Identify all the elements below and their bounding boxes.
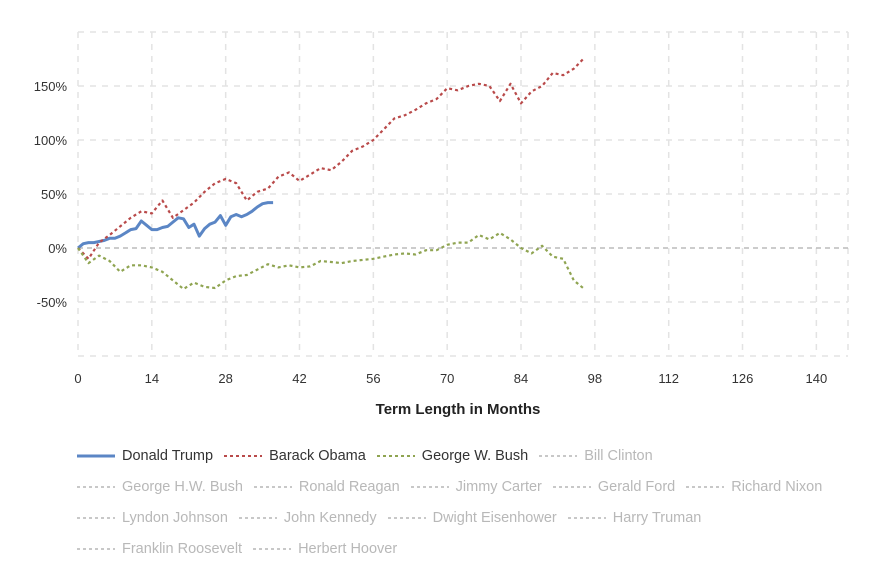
legend-label: George W. Bush: [421, 447, 529, 464]
series-line-george-w-bush: [77, 231, 585, 291]
legend-item-bill-clinton[interactable]: Bill Clinton: [538, 448, 653, 464]
legend-swatch: [77, 454, 115, 457]
x-tick-label: 84: [514, 371, 528, 386]
y-tick-label: 0%: [48, 241, 67, 256]
line-chart: 150% 100% 50% 0% -50% 0 14 28 42 56 70 84 98 112 126 1…: [34, 31, 849, 418]
x-tick-label: 14: [145, 371, 159, 386]
legend-swatch: [77, 485, 115, 488]
legend-swatch: [238, 516, 277, 519]
legend-label: Gerald Ford: [597, 478, 676, 495]
x-tick-label: 112: [658, 371, 679, 386]
legend-swatch: [253, 547, 292, 550]
x-tick-label: 98: [588, 371, 602, 386]
series-lines: [77, 57, 586, 291]
legend-item-george-w-bush[interactable]: George W. Bush: [376, 448, 528, 464]
series-line-donald-trump: [77, 201, 274, 250]
legend-label: Jimmy Carter: [455, 478, 542, 495]
legend-item-ronald-reagan[interactable]: Ronald Reagan: [253, 479, 400, 495]
chart-legend: Donald Trump Barack Obama George W. Bush Bi…: [76, 440, 876, 564]
legend-label: Dwight Eisenhower: [432, 509, 557, 526]
legend-row: Franklin Roosevelt Herbert Hoover: [76, 533, 876, 564]
series-line-barack-obama: [77, 57, 586, 260]
x-tick-label: 0: [74, 371, 81, 386]
legend-row: George H.W. Bush Ronald Reagan Jimmy Carte…: [76, 471, 876, 502]
legend-swatch: [539, 454, 578, 457]
legend-item-lyndon-johnson[interactable]: Lyndon Johnson: [76, 510, 228, 526]
y-tick-label: -50%: [37, 295, 68, 310]
legend-swatch: [410, 485, 449, 488]
x-tick-label: 42: [292, 371, 306, 386]
x-axis-title: Term Length in Months: [376, 401, 541, 418]
legend-item-harry-truman[interactable]: Harry Truman: [567, 509, 702, 526]
y-tick-label: 150%: [34, 79, 68, 94]
legend-swatch: [376, 454, 415, 457]
y-tick-label: 100%: [34, 133, 68, 148]
legend-item-herbert-hoover[interactable]: Herbert Hoover: [252, 541, 397, 557]
gridlines: [77, 31, 849, 357]
legend-row: Lyndon Johnson John Kennedy Dwight Eisenho…: [76, 502, 876, 533]
legend-label: Lyndon Johnson: [122, 509, 228, 526]
legend-swatch: [387, 516, 426, 519]
legend-swatch: [77, 516, 115, 519]
legend-label: George H.W. Bush: [122, 478, 243, 495]
legend-swatch: [552, 485, 591, 488]
legend-item-richard-nixon[interactable]: Richard Nixon: [685, 479, 822, 495]
legend-label: Harry Truman: [612, 509, 702, 526]
legend-swatch: [567, 516, 606, 519]
x-tick-label: 28: [218, 371, 232, 386]
legend-label: Ronald Reagan: [298, 478, 400, 495]
legend-label: Barack Obama: [269, 447, 366, 464]
legend-label: Franklin Roosevelt: [122, 540, 243, 557]
legend-item-george-h-w-bush[interactable]: George H.W. Bush: [76, 479, 243, 495]
y-tick-label: 50%: [41, 187, 67, 202]
legend-item-jimmy-carter[interactable]: Jimmy Carter: [410, 479, 542, 495]
x-tick-label: 70: [440, 371, 454, 386]
legend-item-franklin-roosevelt[interactable]: Franklin Roosevelt: [76, 541, 242, 557]
x-tick-label: 126: [732, 371, 754, 386]
legend-swatch: [224, 454, 263, 457]
legend-label: Herbert Hoover: [298, 540, 398, 557]
legend-swatch: [253, 485, 292, 488]
x-tick-label: 56: [366, 371, 380, 386]
legend-row: Donald Trump Barack Obama George W. Bush Bi…: [76, 440, 876, 471]
legend-label: Richard Nixon: [731, 478, 823, 495]
legend-label: Donald Trump: [122, 447, 214, 464]
legend-swatch: [77, 547, 115, 550]
x-axis-ticks: 0 14 28 42 56 70 84 98 112 126 140: [74, 371, 827, 386]
y-axis-ticks: 150% 100% 50% 0% -50%: [34, 79, 68, 310]
legend-item-john-kennedy[interactable]: John Kennedy: [238, 510, 377, 526]
legend-label: John Kennedy: [283, 509, 377, 526]
legend-item-gerald-ford[interactable]: Gerald Ford: [552, 479, 675, 495]
legend-swatch: [686, 485, 725, 488]
legend-label: Bill Clinton: [584, 447, 653, 464]
legend-item-donald-trump[interactable]: Donald Trump: [76, 448, 213, 464]
x-tick-label: 140: [806, 371, 828, 386]
legend-item-dwight-eisenhower[interactable]: Dwight Eisenhower: [387, 510, 557, 526]
legend-item-barack-obama[interactable]: Barack Obama: [223, 448, 366, 464]
